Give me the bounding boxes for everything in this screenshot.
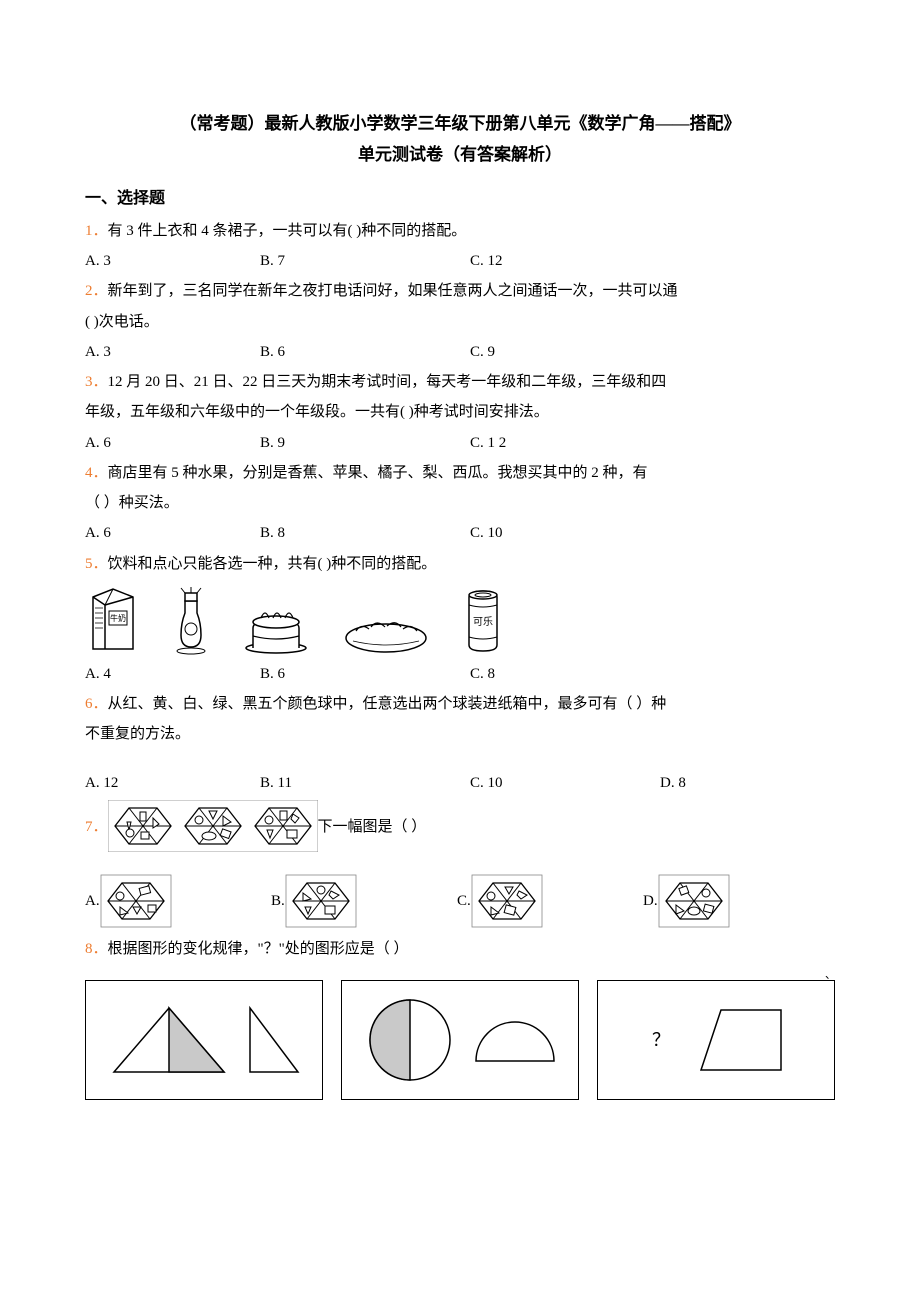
q8-panel-2 xyxy=(341,980,579,1100)
q5-options: A. 4 B. 6 C. 8 xyxy=(85,661,835,687)
q4-text-l2: （ ）种买法。 xyxy=(85,490,835,516)
q7-opt-d: D. xyxy=(643,874,829,928)
q7-opt-b: B. xyxy=(271,874,457,928)
tick-mark: 、 xyxy=(825,967,836,985)
bread-icon xyxy=(341,613,431,655)
q2-text-l1: 新年到了，三名同学在新年之夜打电话问好，如果任意两人之间通话一次，一共可以通 xyxy=(108,283,678,299)
q8-trapezoid xyxy=(691,1000,791,1080)
q7-opt-d-label: D. xyxy=(643,874,658,928)
q7-opt-b-icon xyxy=(285,874,357,928)
question-1: 1．有 3 件上衣和 4 条裙子，一共可以有( )种不同的搭配。 xyxy=(85,218,835,244)
q1-opt-c: C. 12 xyxy=(470,248,660,274)
q4-opt-c: C. 10 xyxy=(470,520,660,546)
svg-text:可乐: 可乐 xyxy=(473,616,493,628)
q8-panel-1 xyxy=(85,980,323,1100)
bottle-icon xyxy=(171,583,211,655)
q2-num: 2． xyxy=(85,283,108,299)
question-7: 7． xyxy=(85,800,835,852)
q7-opt-a: A. xyxy=(85,874,271,928)
q1-opt-a: A. 3 xyxy=(85,248,260,274)
q3-text-l2: 年级，五年级和六年级中的一个年级段。一共有( )种考试时间安排法。 xyxy=(85,399,835,425)
page-subtitle: 单元测试卷（有答案解析） xyxy=(85,141,835,168)
q7-opt-d-icon xyxy=(658,874,730,928)
q1-num: 1． xyxy=(85,223,108,239)
q5-opt-a: A. 4 xyxy=(85,661,260,687)
q5-opt-c: C. 8 xyxy=(470,661,660,687)
q5-opt-b: B. 6 xyxy=(260,661,470,687)
q7-opt-a-icon xyxy=(100,874,172,928)
q7-opt-c-icon xyxy=(471,874,543,928)
q2-opt-a: A. 3 xyxy=(85,339,260,365)
q4-opt-a: A. 6 xyxy=(85,520,260,546)
q8-triangle-half xyxy=(244,1000,304,1080)
q7-opt-a-label: A. xyxy=(85,874,100,928)
q5-text: 饮料和点心只能各选一种，共有( )种不同的搭配。 xyxy=(108,556,437,572)
q4-text-l1: 商店里有 5 种水果，分别是香蕉、苹果、橘子、梨、西瓜。我想买其中的 2 种，有 xyxy=(108,465,648,481)
page-title: （常考题）最新人教版小学数学三年级下册第八单元《数学广角——搭配》 xyxy=(85,110,835,137)
q7-num: 7． xyxy=(85,802,108,852)
q6-text-l2: 不重复的方法。 xyxy=(85,721,835,747)
q8-circle-half xyxy=(470,1013,560,1068)
q3-options: A. 6 B. 9 C. 1 2 xyxy=(85,430,835,456)
q5-images: 牛奶 可乐 xyxy=(85,583,835,655)
q3-opt-c: C. 1 2 xyxy=(470,430,660,456)
q7-text: 下一幅图是（ ） xyxy=(318,802,427,852)
q8-triangle-full xyxy=(104,1000,234,1080)
cake-icon xyxy=(241,600,311,655)
q6-options: A. 12 B. 11 C. 10 D. 8 xyxy=(85,770,835,796)
question-8: 8．根据图形的变化规律，"？"处的图形应是（ ） xyxy=(85,936,835,962)
q8-text: 根据图形的变化规律，"？"处的图形应是（ ） xyxy=(108,941,409,957)
q8-circle-full xyxy=(360,995,460,1085)
question-3: 3．12 月 20 日、21 日、22 日三天为期末考试时间，每天考一年级和二年… xyxy=(85,369,835,395)
q2-text-l2: ( )次电话。 xyxy=(85,309,835,335)
q4-opt-b: B. 8 xyxy=(260,520,470,546)
q1-text: 有 3 件上衣和 4 条裙子，一共可以有( )种不同的搭配。 xyxy=(108,223,467,239)
q3-num: 3． xyxy=(85,374,108,390)
q2-opt-b: B. 6 xyxy=(260,339,470,365)
q6-num: 6． xyxy=(85,696,108,712)
q3-text-l1: 12 月 20 日、21 日、22 日三天为期末考试时间，每天考一年级和二年级，… xyxy=(108,374,667,390)
q7-seq-images xyxy=(108,800,318,852)
q8-num: 8． xyxy=(85,941,108,957)
question-6: 6．从红、黄、白、绿、黑五个颜色球中，任意选出两个球装进纸箱中，最多可有（ ）种 xyxy=(85,691,835,717)
cola-can-icon: 可乐 xyxy=(461,585,505,655)
milk-carton-icon: 牛奶 xyxy=(85,583,141,655)
q6-opt-a: A. 12 xyxy=(85,770,260,796)
q7-opt-b-label: B. xyxy=(271,874,285,928)
question-5: 5．饮料和点心只能各选一种，共有( )种不同的搭配。 xyxy=(85,551,835,577)
question-2: 2．新年到了，三名同学在新年之夜打电话问好，如果任意两人之间通话一次，一共可以通 xyxy=(85,278,835,304)
q8-panel-3: 、 ？ xyxy=(597,980,835,1100)
q7-opt-c: C. xyxy=(457,874,643,928)
section-header: 一、选择题 xyxy=(85,186,835,212)
q8-panels: 、 ？ xyxy=(85,980,835,1100)
q5-num: 5． xyxy=(85,556,108,572)
q3-opt-b: B. 9 xyxy=(260,430,470,456)
q6-opt-c: C. 10 xyxy=(470,770,660,796)
q1-opt-b: B. 7 xyxy=(260,248,470,274)
q7-opt-c-label: C. xyxy=(457,874,471,928)
q7-options: A. B. xyxy=(85,874,835,928)
q6-opt-d: D. 8 xyxy=(660,770,780,796)
q6-text-l1: 从红、黄、白、绿、黑五个颜色球中，任意选出两个球装进纸箱中，最多可有（ ）种 xyxy=(108,696,667,712)
q2-opt-c: C. 9 xyxy=(470,339,660,365)
q6-opt-b: B. 11 xyxy=(260,770,470,796)
q4-options: A. 6 B. 8 C. 10 xyxy=(85,520,835,546)
q2-options: A. 3 B. 6 C. 9 xyxy=(85,339,835,365)
svg-text:牛奶: 牛奶 xyxy=(110,613,126,623)
q4-num: 4． xyxy=(85,465,108,481)
q1-options: A. 3 B. 7 C. 12 xyxy=(85,248,835,274)
question-4: 4．商店里有 5 种水果，分别是香蕉、苹果、橘子、梨、西瓜。我想买其中的 2 种… xyxy=(85,460,835,486)
q3-opt-a: A. 6 xyxy=(85,430,260,456)
q8-question-mark: ？ xyxy=(641,1026,681,1055)
